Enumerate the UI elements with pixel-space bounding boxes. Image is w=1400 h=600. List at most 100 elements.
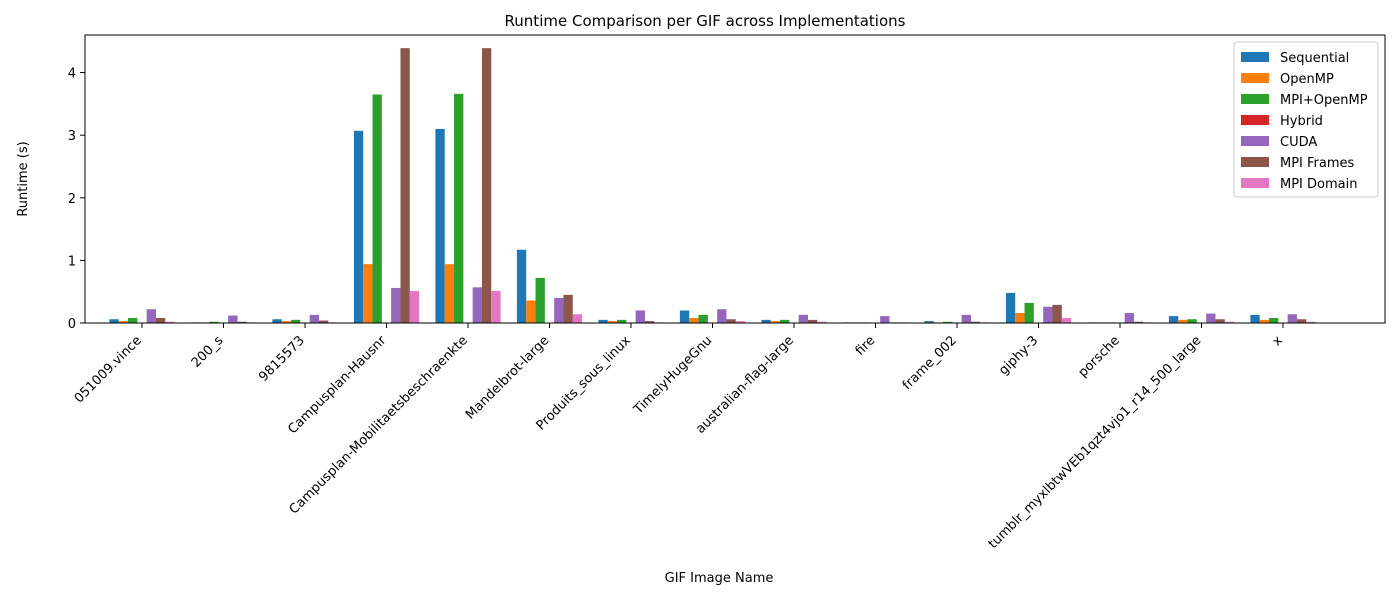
bar-mpi-openmp-10 [943, 321, 953, 323]
x-axis-label: GIF Image Name [665, 571, 774, 586]
legend-label: MPI Domain [1280, 177, 1357, 192]
bar-cuda-6 [635, 310, 645, 323]
bar-openmp-4 [444, 264, 455, 323]
bar-mpi-frames-4 [481, 48, 492, 324]
legend: Sequential OpenMP MPI+OpenMP Hybrid CUDA MPI … [1233, 41, 1379, 198]
legend-frame [1233, 41, 1379, 198]
bar-mpi-domain-4 [491, 291, 501, 323]
y-axis-label: Runtime (s) [16, 141, 31, 216]
bar-sequential-10 [924, 321, 934, 323]
y-tick-label: 0 [68, 317, 76, 332]
legend-swatch [1241, 136, 1269, 146]
bar-openmp-11 [1015, 312, 1025, 323]
bar-cuda-3 [391, 287, 401, 323]
bar-mpi-frames-2 [318, 320, 329, 323]
legend-swatch [1241, 94, 1269, 104]
bar-cuda-1 [228, 315, 238, 323]
bar-mpi-frames-7 [726, 319, 736, 323]
bar-mpi-openmp-3 [372, 94, 382, 323]
bar-cuda-10 [961, 314, 971, 323]
y-axis: 0 1 2 3 4 [68, 67, 85, 332]
legend-swatch [1241, 178, 1269, 188]
legend-swatch [1241, 52, 1269, 62]
bar-mpi-openmp-2 [291, 319, 301, 323]
bar-mpi-openmp-13 [1187, 319, 1197, 323]
bar-sequential-13 [1168, 316, 1179, 323]
bar-cuda-5 [554, 297, 564, 323]
bar-mpi-frames-8 [807, 319, 818, 323]
chart-title: Runtime Comparison per GIF across Implem… [505, 12, 906, 30]
x-tick-label: porsche [1076, 333, 1123, 380]
bar-mpi-openmp-5 [535, 277, 545, 323]
bar-mpi-frames-3 [400, 48, 410, 324]
legend-label: Hybrid [1280, 114, 1323, 129]
bar-sequential-0 [109, 319, 119, 323]
bar-cuda-14 [1287, 314, 1297, 323]
bar-openmp-8 [770, 321, 781, 323]
bar-sequential-11 [1005, 292, 1016, 323]
bar-cuda-2 [309, 314, 319, 323]
bar-cuda-13 [1206, 313, 1216, 323]
bar-openmp-13 [1178, 319, 1188, 323]
bar-cuda-7 [717, 309, 727, 323]
bar-cuda-8 [798, 314, 808, 323]
bar-sequential-8 [761, 319, 771, 323]
legend-label: Sequential [1280, 51, 1349, 66]
bar-sequential-6 [598, 319, 608, 323]
x-tick-label: TimelyHugeGnu [631, 333, 716, 418]
y-tick-label: 4 [68, 67, 76, 82]
bar-mpi-frames-0 [155, 317, 166, 323]
x-tick-label: Produits_sous_linux [534, 333, 634, 433]
bar-mpi-frames-11 [1052, 304, 1062, 323]
bar-cuda-12 [1124, 312, 1134, 323]
x-axis: 051009.vince 200_s 9815573Campusplan-Hausn… [72, 323, 1286, 552]
bar-openmp-6 [607, 321, 618, 323]
bar-mpi-openmp-14 [1269, 317, 1279, 323]
bar-mpi-domain-0 [165, 321, 175, 323]
bar-cuda-4 [472, 287, 482, 323]
bar-mpi-openmp-7 [698, 314, 708, 323]
bar-openmp-7 [689, 317, 699, 323]
bar-openmp-0 [118, 321, 129, 323]
bar-sequential-3 [353, 130, 364, 323]
legend-label: MPI Frames [1280, 156, 1355, 171]
y-tick-label: 2 [68, 192, 76, 207]
bar-sequential-5 [516, 249, 527, 323]
x-tick-label: Campusplan-Mobilitaetsbeschraenkte [287, 333, 471, 517]
legend-swatch [1241, 115, 1269, 125]
legend-swatch [1241, 73, 1269, 83]
x-tick-label: fire [853, 333, 879, 359]
bar-mpi-openmp-1 [209, 321, 219, 323]
bar-mpi-frames-12 [1133, 321, 1144, 323]
bar-mpi-domain-7 [735, 321, 746, 323]
bar-mpi-domain-3 [409, 291, 420, 323]
bar-mpi-domain-8 [817, 321, 827, 323]
legend-label: CUDA [1280, 135, 1317, 150]
bar-cuda-11 [1043, 306, 1053, 323]
bar-mpi-openmp-11 [1024, 302, 1034, 323]
bar-cuda-0 [146, 309, 156, 323]
bar-mpi-frames-1 [237, 321, 247, 323]
x-tick-label: x [1270, 333, 1286, 349]
bar-mpi-openmp-4 [454, 93, 464, 323]
bar-sequential-7 [679, 310, 690, 323]
bar-mpi-frames-13 [1215, 319, 1225, 323]
plot-frame [84, 34, 1386, 324]
bar-sequential-4 [435, 128, 445, 323]
legend-label: MPI+OpenMP [1280, 93, 1368, 108]
bar-sequential-2 [272, 319, 282, 323]
bar-mpi-frames-6 [644, 321, 655, 323]
bar-mpi-frames-14 [1296, 319, 1307, 323]
y-tick-label: 1 [68, 254, 76, 269]
bar-sequential-14 [1250, 314, 1260, 323]
y-tick-label: 3 [68, 129, 76, 144]
bar-mpi-domain-11 [1061, 317, 1072, 323]
bar-openmp-5 [526, 300, 536, 323]
bar-mpi-openmp-6 [617, 319, 627, 323]
bar-cuda-9 [880, 316, 890, 323]
bar-mpi-openmp-0 [128, 317, 138, 323]
x-tick-label: giphy-3 [996, 333, 1041, 378]
legend-swatch [1241, 157, 1269, 167]
